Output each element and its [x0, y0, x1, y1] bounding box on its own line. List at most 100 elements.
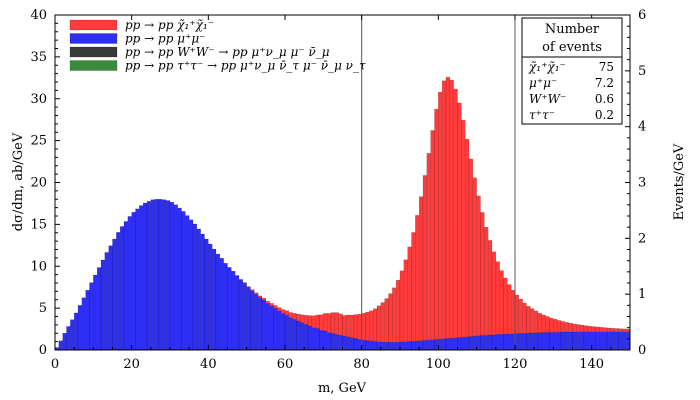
bar-chi: [261, 297, 267, 301]
y-axis-right-label: Events/GeV: [672, 143, 687, 220]
bar-chi: [595, 326, 600, 332]
bar-mumu: [530, 332, 535, 350]
bar-mumu: [533, 332, 539, 350]
events-table-label: τ⁺τ⁻: [529, 108, 555, 122]
bar-chi: [303, 315, 309, 325]
bar-chi: [591, 326, 596, 332]
bar-mumu: [319, 330, 324, 350]
bar-mumu: [323, 330, 328, 350]
y-axis-right: 0 1 2 3 4 5 6: [625, 8, 646, 358]
bar-mumu: [399, 341, 405, 350]
bar-mumu: [284, 314, 290, 350]
bar-chi: [625, 328, 631, 332]
bar-chi: [254, 292, 259, 295]
bar-mumu: [296, 320, 301, 350]
bar-chi: [445, 76, 451, 339]
bar-chi: [576, 324, 581, 333]
bar-mumu: [472, 335, 477, 350]
bar-mumu: [426, 339, 431, 350]
bar-chi: [323, 313, 328, 332]
bar-mumu: [154, 199, 159, 350]
bar-chi: [273, 305, 278, 309]
events-table-title-2: of events: [542, 40, 602, 55]
bar-chi: [411, 232, 416, 342]
bar-mumu: [457, 337, 462, 350]
bar-chi: [242, 282, 247, 284]
bar-mumu: [173, 204, 178, 350]
bar-chi: [472, 177, 477, 337]
bar-mumu: [587, 331, 592, 350]
bar-mumu: [112, 238, 117, 350]
bar-chi: [326, 313, 332, 333]
bar-mumu: [553, 332, 558, 350]
bar-mumu: [242, 283, 247, 350]
y-right-tick-label: 2: [638, 231, 646, 246]
bar-chi: [441, 80, 447, 339]
bar-mumu: [365, 340, 370, 350]
bar-mumu: [441, 338, 447, 350]
x-tick-label: 40: [200, 357, 217, 372]
bar-mumu: [468, 336, 474, 350]
bar-mumu: [62, 332, 67, 351]
bar-mumu: [526, 332, 531, 350]
x-axis: 0 20 40 60 80 100 120 140: [51, 15, 631, 372]
bar-chi: [518, 298, 523, 334]
bar-chi: [269, 303, 274, 307]
x-tick-label: 60: [277, 357, 294, 372]
bar-chi: [503, 277, 508, 335]
y-left-tick-label: 30: [30, 92, 47, 107]
bar-chi: [499, 270, 504, 335]
bar-chi: [568, 322, 573, 333]
bar-mumu: [576, 331, 581, 350]
bar-mumu: [614, 331, 619, 350]
bar-chi: [399, 270, 405, 343]
bar-mumu: [123, 221, 129, 350]
bar-chi: [277, 307, 282, 312]
bar-chi: [372, 308, 378, 342]
legend-swatch-chi: [69, 19, 118, 31]
bar-mumu: [610, 331, 615, 350]
bar-chi: [292, 313, 297, 320]
bar-mumu: [476, 335, 481, 350]
bar-mumu: [591, 331, 596, 350]
y-right-tick-label: 0: [638, 343, 646, 358]
bar-mumu: [89, 282, 94, 350]
bar-mumu: [342, 335, 347, 350]
bar-mumu: [119, 226, 125, 350]
bar-mumu: [361, 339, 366, 350]
bar-mumu: [165, 200, 171, 350]
bar-mumu: [246, 287, 251, 350]
bar-chi: [334, 312, 339, 335]
bar-chi: [257, 295, 263, 298]
bar-chi: [526, 306, 531, 334]
bar-chi: [434, 108, 439, 340]
bar-mumu: [395, 341, 401, 350]
bar-chi: [357, 314, 362, 340]
bar-mumu: [223, 263, 228, 350]
bar-mumu: [618, 331, 623, 350]
bar-mumu: [568, 331, 573, 350]
bar-mumu: [434, 339, 439, 350]
bar-chi: [284, 310, 290, 316]
y-right-tick-label: 5: [638, 64, 646, 79]
bar-mumu: [169, 202, 175, 350]
bar-mumu: [192, 223, 198, 350]
bar-mumu: [81, 297, 86, 350]
bar-mumu: [204, 238, 209, 350]
events-table-label: χ̃₁⁺χ̃₁⁻: [528, 60, 566, 74]
bar-mumu: [135, 208, 140, 350]
bar-mumu: [215, 253, 221, 350]
bar-mumu: [407, 341, 412, 350]
bar-chi: [464, 138, 470, 337]
bar-mumu: [602, 331, 608, 350]
bar-mumu: [200, 233, 205, 350]
legend-label-tautau: pp → pp τ⁺τ⁻ → pp μ⁺ν_μ ν̄_τ μ⁻ ν̄_μ ν_τ: [125, 59, 366, 73]
bar-chi: [556, 320, 562, 333]
x-tick-label: 100: [426, 357, 451, 372]
bar-mumu: [422, 340, 428, 350]
bar-chi: [610, 328, 615, 332]
y-right-tick-label: 4: [638, 120, 646, 135]
bar-mumu: [254, 294, 259, 350]
bar-mumu: [503, 333, 508, 350]
bar-chi: [250, 289, 255, 292]
